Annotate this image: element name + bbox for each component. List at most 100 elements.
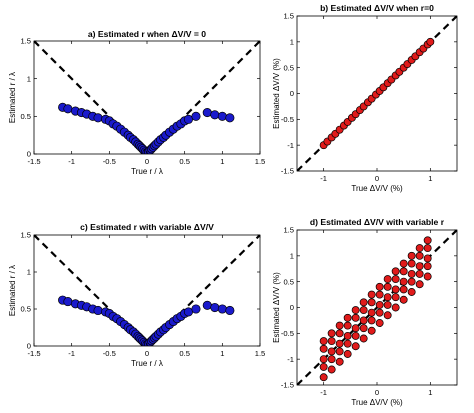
data-point-d [415, 251, 424, 260]
data-point-d [351, 342, 360, 351]
x-axis-label-a: True r / λ [131, 167, 163, 176]
data-point-d [391, 267, 400, 276]
data-point-a [63, 104, 73, 114]
data-point-a [225, 113, 235, 123]
data-point-d [319, 373, 328, 382]
x-tick-label-b: 0 [375, 174, 379, 183]
x-axis-label-b: True ΔV/V (%) [351, 184, 403, 193]
data-point-d [399, 267, 408, 276]
x-tick-label-c: 0.5 [179, 349, 190, 358]
y-axis-label-b: Estimated ΔV/V (%) [272, 58, 281, 129]
y-tick-label-b: -0.5 [281, 115, 294, 124]
data-point-d [391, 303, 400, 312]
data-point-d [383, 300, 392, 309]
axes-frame-a [33, 40, 261, 155]
y-axis-label-a: Estimated r / λ [8, 72, 17, 123]
data-point-c [191, 304, 201, 314]
y-tick-label-b: -1 [287, 141, 294, 150]
x-tick-label-a: -1 [68, 157, 75, 166]
data-point-c [63, 297, 73, 307]
data-point-d [375, 319, 384, 327]
data-point-d [423, 272, 432, 281]
data-point-d [335, 357, 344, 366]
x-tick-label-a: 0 [145, 157, 149, 166]
data-point-d [351, 306, 360, 315]
data-point-d [335, 321, 344, 330]
data-point-d [415, 244, 424, 253]
data-point-a [93, 113, 103, 123]
data-point-d [359, 316, 368, 325]
y-tick-label-a: 0 [27, 150, 31, 159]
data-point-d [423, 262, 432, 271]
data-point-d [415, 269, 424, 278]
data-point-d [399, 285, 408, 294]
data-point-d [383, 293, 392, 302]
data-point-a [191, 111, 201, 121]
x-tick-label-b: 1 [428, 174, 432, 183]
data-point-d [415, 262, 424, 271]
data-point-d [375, 308, 384, 317]
reference-line-a [34, 41, 260, 154]
data-point-d [343, 313, 352, 322]
data-point-c [202, 300, 212, 310]
data-point-d [375, 300, 384, 309]
x-tick-label-a: 1 [220, 157, 224, 166]
data-point-d [415, 280, 424, 289]
x-tick-label-c: 1 [220, 349, 224, 358]
data-point-d [319, 344, 328, 353]
x-tick-label-c: -1 [68, 349, 75, 358]
y-axis-label-c: Estimated r / λ [8, 265, 17, 316]
data-point-a [217, 111, 227, 121]
x-tick-label-a: -0.5 [103, 157, 116, 166]
data-point-d [391, 275, 400, 284]
data-point-d [375, 290, 384, 299]
y-tick-label-d: 1.5 [283, 226, 294, 235]
y-tick-label-a: 0.5 [20, 112, 31, 121]
data-point-d [407, 277, 416, 286]
y-tick-label-b: 0 [290, 89, 294, 98]
y-tick-label-c: 1.5 [20, 231, 31, 240]
data-point-d [367, 308, 376, 317]
data-point-d [351, 324, 360, 333]
x-tick-label-d: 1 [428, 388, 432, 397]
y-tick-label-d: 0 [290, 303, 294, 312]
x-tick-label-d: 0 [375, 388, 379, 397]
axes-frame-c [33, 234, 261, 347]
data-point-d [359, 324, 368, 333]
data-point-d [383, 311, 392, 320]
data-point-d [407, 288, 416, 296]
data-point-d [423, 244, 432, 253]
data-point-c [217, 304, 227, 314]
y-tick-label-b: 1.5 [283, 12, 294, 21]
y-tick-label-d: -0.5 [281, 329, 294, 338]
y-tick-label-c: 1 [27, 268, 31, 277]
panel-d: d) Estimated ΔV/V with variable r -1 0 1 -1.… [272, 217, 458, 407]
data-point-d [327, 365, 336, 374]
data-point-d [327, 337, 336, 346]
y-tick-label-c: 0 [27, 342, 31, 351]
panel-b: b) Estimated ΔV/V when r=0 -1 0 1 -1.5 -1 -0.5… [272, 3, 458, 193]
y-tick-label-d: 1 [290, 252, 294, 261]
data-point-d [367, 326, 376, 335]
data-point-d [391, 293, 400, 302]
x-tick-label-c: -0.5 [103, 349, 116, 358]
chart-title-a: a) Estimated r when ΔV/V = 0 [88, 29, 206, 39]
data-point-d [399, 295, 408, 304]
data-point-d [399, 277, 408, 286]
data-point-d [359, 298, 368, 307]
data-point-d [319, 355, 328, 364]
data-point-d [367, 298, 376, 307]
x-tick-label-b: -1 [320, 174, 327, 183]
data-point-d [343, 321, 352, 330]
y-tick-label-d: -1 [287, 355, 294, 364]
y-tick-label-d: -1.5 [281, 381, 294, 390]
data-point-c [183, 307, 193, 317]
data-point-d [351, 313, 360, 322]
x-tick-label-a: 0.5 [179, 157, 190, 166]
y-tick-label-d: 0.5 [283, 277, 294, 286]
data-point-d [343, 331, 352, 340]
x-tick-label-a: -1.5 [27, 157, 40, 166]
y-tick-label-a: 1.5 [20, 37, 31, 46]
data-point-d [383, 275, 392, 284]
